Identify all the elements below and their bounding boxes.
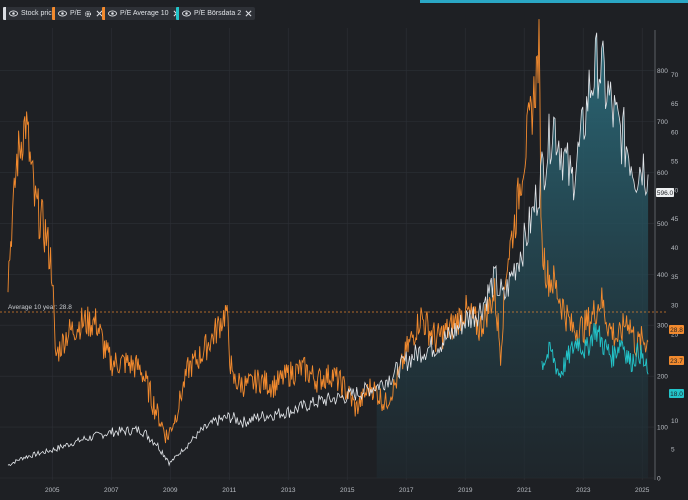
legend-swatch bbox=[102, 7, 105, 20]
badge-price-text: 596.0 bbox=[657, 190, 674, 197]
price-area-fill bbox=[376, 32, 649, 478]
legend-label: P/E bbox=[70, 10, 82, 17]
price-tick-label: 500 bbox=[657, 221, 668, 228]
legend-label: Stock price bbox=[21, 10, 56, 17]
x-tick-label: 2011 bbox=[222, 487, 236, 494]
price-tick-label: 200 bbox=[657, 374, 668, 381]
legend-swatch bbox=[176, 7, 179, 20]
eye-icon[interactable] bbox=[182, 9, 191, 18]
x-tick-label: 2007 bbox=[104, 487, 119, 494]
price-tick-label: 700 bbox=[657, 119, 668, 126]
price-tick-label: 800 bbox=[657, 68, 668, 75]
legend-label: P/E Börsdata 2 bbox=[194, 10, 242, 17]
legend-pe[interactable]: P/E bbox=[52, 7, 107, 20]
x-tick-label: 2025 bbox=[635, 487, 650, 494]
left-scale-axis: 706560555045403530252015105 bbox=[671, 72, 679, 454]
eye-icon[interactable] bbox=[58, 9, 67, 18]
x-tick-label: 2013 bbox=[281, 487, 296, 494]
close-icon[interactable] bbox=[96, 10, 103, 17]
price-tick-label: 0 bbox=[657, 476, 661, 483]
pe-tick-label: 50 bbox=[671, 187, 679, 194]
pe-tick-label: 45 bbox=[671, 216, 679, 223]
price-tick-label: 400 bbox=[657, 272, 668, 279]
right-scale-axis: 800 700 600 500 400 300 200 100 0 bbox=[657, 68, 668, 482]
x-tick-label: 2017 bbox=[399, 487, 414, 494]
eye-icon[interactable] bbox=[9, 9, 18, 18]
pe-average-label: Average 10 year: 28.8 bbox=[8, 304, 72, 311]
badge-price: 596.0 bbox=[656, 188, 674, 197]
pe-tick-label: 25 bbox=[671, 331, 679, 338]
price-tick-label: 100 bbox=[657, 425, 668, 432]
gear-icon[interactable] bbox=[84, 10, 92, 18]
x-axis: 2005 2007 2009 2011 2013 2015 2017 2019 2021 2023… bbox=[45, 487, 650, 494]
series-line-stock-price bbox=[7, 32, 649, 467]
legend-swatch bbox=[3, 7, 6, 20]
badge-pe-borsdata-text: 18.0 bbox=[670, 391, 683, 398]
pe-tick-label: 30 bbox=[671, 303, 679, 310]
pe-tick-label: 65 bbox=[671, 101, 679, 108]
x-tick-label: 2015 bbox=[340, 487, 355, 494]
x-tick-label: 2021 bbox=[517, 487, 532, 494]
pe-tick-label: 40 bbox=[671, 245, 679, 252]
x-tick-label: 2023 bbox=[576, 487, 591, 494]
pe-tick-label: 35 bbox=[671, 274, 679, 281]
badge-pe: 23.7 bbox=[669, 356, 684, 365]
pe-tick-label: 5 bbox=[671, 447, 675, 454]
pe-tick-label: 60 bbox=[671, 130, 679, 137]
badge-pe-average: 28.8 bbox=[669, 325, 684, 334]
legend-stock-price[interactable]: Stock price bbox=[3, 7, 59, 20]
legend-pe-borsdata-2[interactable]: P/E Börsdata 2 bbox=[176, 7, 256, 20]
close-icon[interactable] bbox=[245, 10, 252, 17]
legend-swatch bbox=[52, 7, 55, 20]
x-tick-label: 2019 bbox=[458, 487, 473, 494]
badge-pe-average-text: 28.8 bbox=[670, 327, 683, 334]
pe-tick-label: 70 bbox=[671, 72, 679, 79]
price-tick-label: 600 bbox=[657, 170, 668, 177]
x-tick-label: 2009 bbox=[163, 487, 178, 494]
price-tick-label: 300 bbox=[657, 323, 668, 330]
pe-tick-label: 55 bbox=[671, 159, 679, 166]
badge-pe-borsdata: 18.0 bbox=[669, 389, 684, 398]
legend-label: P/E Average 10 bbox=[120, 10, 169, 17]
badge-pe-text: 23.7 bbox=[670, 358, 683, 365]
accent-strip bbox=[420, 0, 688, 3]
eye-icon[interactable] bbox=[108, 9, 117, 18]
pe-tick-label: 10 bbox=[671, 418, 679, 425]
series-line-pe bbox=[7, 19, 649, 444]
series-line-pe-borsdata-2 bbox=[541, 322, 649, 378]
x-tick-label: 2005 bbox=[45, 487, 60, 494]
